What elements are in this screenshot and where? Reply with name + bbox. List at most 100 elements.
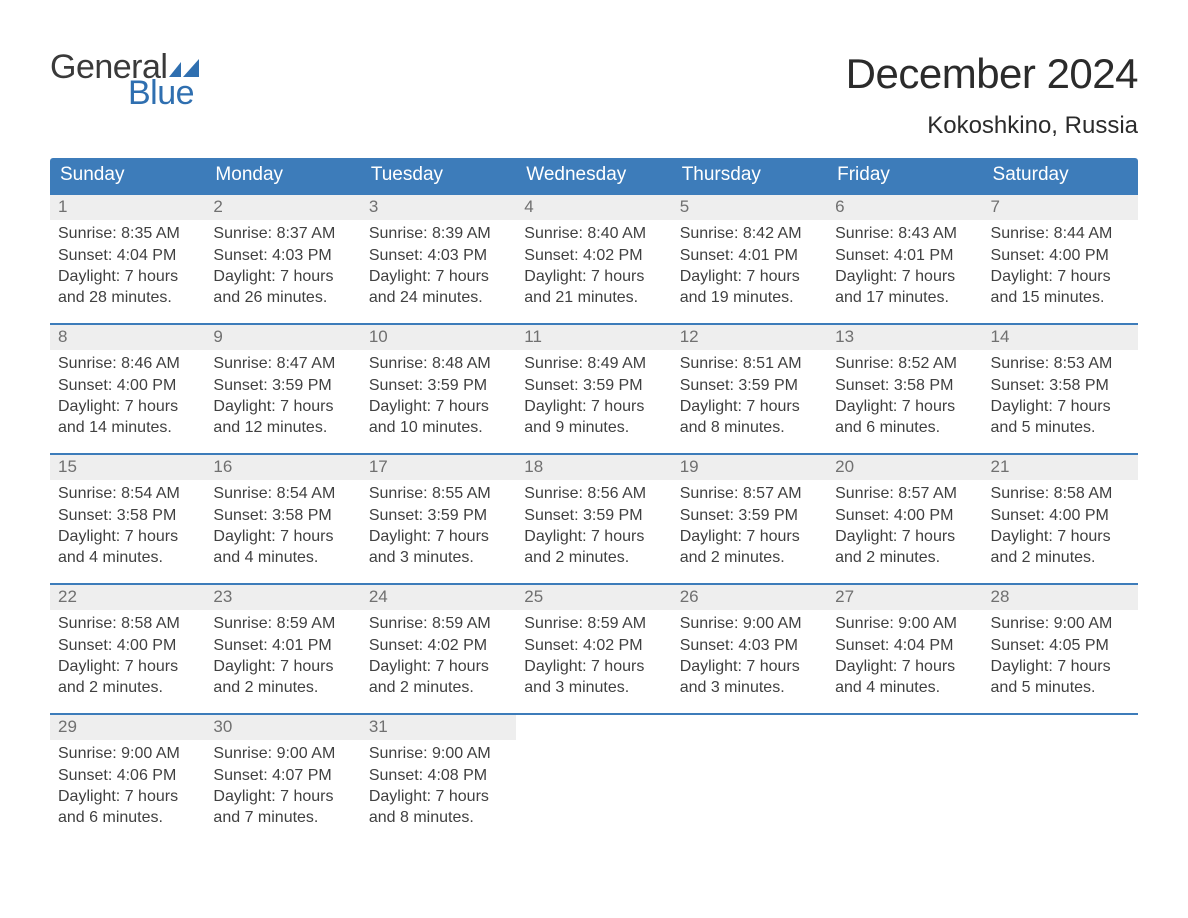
daylight-line: Daylight: 7 hours and 5 minutes. — [991, 396, 1130, 438]
sunset-line: Sunset: 4:00 PM — [58, 375, 197, 396]
sunrise-line: Sunrise: 9:00 AM — [213, 743, 352, 764]
day-number: 3 — [361, 195, 516, 220]
sunrise-line: Sunrise: 8:55 AM — [369, 483, 508, 504]
sunrise-line: Sunrise: 8:58 AM — [58, 613, 197, 634]
daylight-line: Daylight: 7 hours and 8 minutes. — [369, 786, 508, 828]
daylight-line: Daylight: 7 hours and 9 minutes. — [524, 396, 663, 438]
day-details: Sunrise: 8:42 AMSunset: 4:01 PMDaylight:… — [680, 223, 819, 307]
sunset-line: Sunset: 4:06 PM — [58, 765, 197, 786]
daylight-line: Daylight: 7 hours and 4 minutes. — [58, 526, 197, 568]
day-details: Sunrise: 8:59 AMSunset: 4:02 PMDaylight:… — [524, 613, 663, 697]
day-details: Sunrise: 9:00 AMSunset: 4:08 PMDaylight:… — [369, 743, 508, 827]
sunset-line: Sunset: 4:04 PM — [835, 635, 974, 656]
sunset-line: Sunset: 4:07 PM — [213, 765, 352, 786]
sunset-line: Sunset: 4:08 PM — [369, 765, 508, 786]
sunrise-line: Sunrise: 9:00 AM — [680, 613, 819, 634]
sunset-line: Sunset: 3:58 PM — [991, 375, 1130, 396]
daylight-line: Daylight: 7 hours and 2 minutes. — [213, 656, 352, 698]
day-number: 5 — [672, 195, 827, 220]
day-number: 29 — [50, 715, 205, 740]
daylight-line: Daylight: 7 hours and 17 minutes. — [835, 266, 974, 308]
sunrise-line: Sunrise: 8:59 AM — [369, 613, 508, 634]
sunrise-line: Sunrise: 8:59 AM — [524, 613, 663, 634]
day-details: Sunrise: 8:53 AMSunset: 3:58 PMDaylight:… — [991, 353, 1130, 437]
day-number: 16 — [205, 455, 360, 480]
sunrise-line: Sunrise: 8:35 AM — [58, 223, 197, 244]
calendar-day-cell: 10Sunrise: 8:48 AMSunset: 3:59 PMDayligh… — [361, 325, 516, 449]
day-number: 12 — [672, 325, 827, 350]
day-number: 17 — [361, 455, 516, 480]
daylight-line: Daylight: 7 hours and 2 minutes. — [991, 526, 1130, 568]
calendar-day-cell: 6Sunrise: 8:43 AMSunset: 4:01 PMDaylight… — [827, 195, 982, 319]
daylight-line: Daylight: 7 hours and 5 minutes. — [991, 656, 1130, 698]
brand-logo: General Blue — [50, 50, 199, 110]
col-header: Thursday — [672, 158, 827, 193]
day-number: 9 — [205, 325, 360, 350]
sunset-line: Sunset: 4:02 PM — [524, 245, 663, 266]
day-details: Sunrise: 8:35 AMSunset: 4:04 PMDaylight:… — [58, 223, 197, 307]
daylight-line: Daylight: 7 hours and 2 minutes. — [58, 656, 197, 698]
day-number: 8 — [50, 325, 205, 350]
calendar-day-cell: 15Sunrise: 8:54 AMSunset: 3:58 PMDayligh… — [50, 455, 205, 579]
col-header: Monday — [205, 158, 360, 193]
col-header: Sunday — [50, 158, 205, 193]
day-number: 27 — [827, 585, 982, 610]
daylight-line: Daylight: 7 hours and 14 minutes. — [58, 396, 197, 438]
day-number: 7 — [983, 195, 1138, 220]
daylight-line: Daylight: 7 hours and 10 minutes. — [369, 396, 508, 438]
daylight-line: Daylight: 7 hours and 4 minutes. — [835, 656, 974, 698]
sunset-line: Sunset: 3:59 PM — [369, 505, 508, 526]
sunrise-line: Sunrise: 8:48 AM — [369, 353, 508, 374]
calendar-week-row: 29 Sunrise: 9:00 AM Sunset: 4:06 PM Dayligh… — [50, 713, 1138, 839]
day-number: 20 — [827, 455, 982, 480]
sunset-line: Sunset: 4:02 PM — [369, 635, 508, 656]
day-details: Sunrise: 9:00 AMSunset: 4:05 PMDaylight:… — [991, 613, 1130, 697]
daylight-line: Daylight: 7 hours and 3 minutes. — [369, 526, 508, 568]
calendar-day-cell: 11Sunrise: 8:49 AMSunset: 3:59 PMDayligh… — [516, 325, 671, 449]
day-details: Sunrise: 9:00 AMSunset: 4:03 PMDaylight:… — [680, 613, 819, 697]
calendar-day-cell: 13Sunrise: 8:52 AMSunset: 3:58 PMDayligh… — [827, 325, 982, 449]
day-number: 4 — [516, 195, 671, 220]
col-header: Tuesday — [361, 158, 516, 193]
daylight-line: Daylight: 7 hours and 2 minutes. — [835, 526, 974, 568]
title-block: December 2024 Kokoshkino, Russia — [846, 50, 1138, 140]
calendar-day-cell: 1 Sunrise: 8:35 AMSunset: 4:04 PMDaylight… — [50, 195, 205, 319]
day-number: 28 — [983, 585, 1138, 610]
sunrise-line: Sunrise: 8:53 AM — [991, 353, 1130, 374]
sunrise-line: Sunrise: 8:49 AM — [524, 353, 663, 374]
daylight-line: Daylight: 7 hours and 15 minutes. — [991, 266, 1130, 308]
sunset-line: Sunset: 3:59 PM — [524, 505, 663, 526]
day-number: 31 — [361, 715, 516, 740]
brand-word-2: Blue — [128, 76, 199, 110]
calendar-day-cell: 29Sunrise: 9:00 AMSunset: 4:06 PMDayligh… — [50, 715, 205, 839]
col-header: Friday — [827, 158, 982, 193]
sunset-line: Sunset: 4:02 PM — [524, 635, 663, 656]
day-number: 23 — [205, 585, 360, 610]
calendar-day-cell — [983, 715, 1138, 839]
sunrise-line: Sunrise: 9:00 AM — [991, 613, 1130, 634]
day-number: 30 — [205, 715, 360, 740]
calendar-day-cell: 21Sunrise: 8:58 AMSunset: 4:00 PMDayligh… — [983, 455, 1138, 579]
calendar-day-cell: 7Sunrise: 8:44 AMSunset: 4:00 PMDaylight… — [983, 195, 1138, 319]
calendar-day-cell — [516, 715, 671, 839]
day-details: Sunrise: 8:52 AMSunset: 3:58 PMDaylight:… — [835, 353, 974, 437]
daylight-line: Daylight: 7 hours and 4 minutes. — [213, 526, 352, 568]
day-number: 26 — [672, 585, 827, 610]
day-number: 1 — [50, 195, 205, 220]
sunrise-line: Sunrise: 8:52 AM — [835, 353, 974, 374]
calendar-day-cell: 20Sunrise: 8:57 AMSunset: 4:00 PMDayligh… — [827, 455, 982, 579]
calendar-day-cell: 3Sunrise: 8:39 AMSunset: 4:03 PMDaylight… — [361, 195, 516, 319]
calendar-day-cell: 16Sunrise: 8:54 AMSunset: 3:58 PMDayligh… — [205, 455, 360, 579]
calendar-day-cell: 22Sunrise: 8:58 AMSunset: 4:00 PMDayligh… — [50, 585, 205, 709]
day-details: Sunrise: 8:48 AMSunset: 3:59 PMDaylight:… — [369, 353, 508, 437]
day-details: Sunrise: 8:51 AMSunset: 3:59 PMDaylight:… — [680, 353, 819, 437]
sunset-line: Sunset: 3:58 PM — [835, 375, 974, 396]
daylight-line: Daylight: 7 hours and 12 minutes. — [213, 396, 352, 438]
daylight-line: Daylight: 7 hours and 21 minutes. — [524, 266, 663, 308]
calendar-day-cell: 12 Sunrise: 8:51 AMSunset: 3:59 PMDayligh… — [672, 325, 827, 449]
daylight-line: Daylight: 7 hours and 19 minutes. — [680, 266, 819, 308]
sunrise-line: Sunrise: 9:00 AM — [369, 743, 508, 764]
calendar-day-cell: 26 Sunrise: 9:00 AMSunset: 4:03 PMDayligh… — [672, 585, 827, 709]
day-details: Sunrise: 9:00 AMSunset: 4:07 PMDaylight:… — [213, 743, 352, 827]
sunrise-line: Sunrise: 8:43 AM — [835, 223, 974, 244]
